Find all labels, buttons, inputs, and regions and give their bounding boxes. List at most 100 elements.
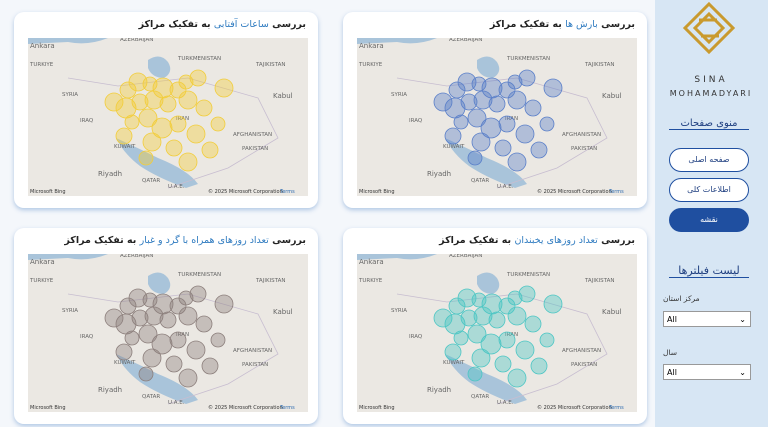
bubble [119, 297, 137, 315]
bubble [131, 93, 149, 111]
map: Ankara TURKIYE AZERBAIJAN TURKMENISTAN TAJIK… [28, 254, 308, 412]
border [67, 293, 279, 405]
dropdown[interactable]: All ⌄ [663, 364, 751, 380]
bubble [467, 150, 483, 166]
bubble [444, 127, 462, 145]
bubble [189, 69, 207, 87]
map-label: SYRIA [62, 308, 78, 314]
map-terms[interactable]: Terms [608, 189, 624, 195]
bubble [453, 330, 469, 346]
chevron: ⌄ [739, 368, 746, 377]
bubble [467, 108, 487, 128]
map-terms[interactable]: Terms [608, 405, 624, 411]
bubble [178, 290, 194, 306]
bubble [159, 311, 177, 329]
bubble [142, 348, 162, 368]
bubble [471, 292, 487, 308]
map-label: AZERBAIJAN [120, 254, 153, 259]
bubble [507, 152, 527, 172]
map-label: U.A.E. [497, 400, 514, 406]
title-suffix: به تفکیک مراکز [439, 235, 512, 246]
map-label: TURKMENISTAN [177, 272, 221, 278]
bubble [178, 74, 194, 90]
bubble [507, 290, 523, 306]
panel-title: بررسی بارش ها به تفکیک مراکز [490, 19, 635, 30]
map-label: AFGHANISTAN [562, 132, 601, 138]
bubble [142, 292, 158, 308]
map-label: IRAN [505, 332, 518, 338]
map: Ankara TURKIYE AZERBAIJAN TURKMENISTAN TAJIK… [357, 38, 637, 196]
map-label: AFGHANISTAN [562, 348, 601, 354]
bubble [471, 348, 491, 368]
bubble [144, 306, 164, 326]
dropdown-value: All [667, 368, 677, 377]
bubble [518, 285, 536, 303]
map-label: U.A.E. [497, 184, 514, 190]
dropdown[interactable]: All ⌄ [663, 311, 751, 327]
map-label: IRAN [505, 116, 518, 122]
map-label: Ankara [30, 258, 55, 266]
map: Ankara TURKIYE AZERBAIJAN TURKMENISTAN TAJIK… [357, 254, 637, 412]
map-label: Riyadh [98, 386, 122, 394]
menu-button[interactable]: صفحه اصلی [669, 148, 749, 172]
map-label: TAJIKISTAN [255, 62, 285, 68]
menu-button[interactable]: اطلاعات کلی [669, 178, 749, 202]
filter-label: مرکز استان [663, 294, 700, 303]
logo-text: SINA [694, 75, 727, 85]
menu-title: منوی صفحات [669, 118, 749, 130]
map-label: PAKISTAN [571, 362, 597, 368]
map-label: TURKIYE [29, 278, 54, 284]
bubble [115, 343, 133, 361]
map-label: SYRIA [62, 92, 78, 98]
bubble [471, 132, 491, 152]
sidebar: SINA MOHAMADYARI منوی صفحات صفحه اصلی اط… [655, 0, 768, 427]
bubble [151, 333, 173, 355]
logo-text: MOHAMADYARI [670, 89, 752, 98]
bubble [507, 90, 527, 110]
bubble [104, 308, 124, 328]
bubble [169, 297, 187, 315]
menu-button[interactable]: نقشه [669, 208, 749, 232]
map-label: TAJIKISTAN [584, 278, 614, 284]
title-highlight: بارش ها [565, 19, 598, 30]
panel-title: بررسی تعداد روزهای همراه با گرد و غبار ب… [64, 235, 306, 246]
chevron: ⌄ [739, 315, 746, 324]
caspian [477, 272, 500, 294]
map-label: QATAR [142, 178, 160, 184]
map-label: Ankara [30, 42, 55, 50]
bubble [539, 332, 555, 348]
bubble [151, 117, 173, 139]
map-label: KUWAIT [114, 144, 136, 150]
map-label: PAKISTAN [242, 146, 268, 152]
bubble [142, 132, 162, 152]
map-label: Kabul [273, 92, 293, 100]
map-label: Kabul [602, 92, 622, 100]
map-terms[interactable]: Terms [279, 189, 295, 195]
bubble [473, 306, 493, 326]
map-label: PAKISTAN [242, 362, 268, 368]
title-highlight: تعداد روزهای همراه با گرد و غبار [139, 235, 269, 246]
bubble [178, 152, 198, 172]
map-label: AFGHANISTAN [233, 348, 272, 354]
filters-title: لیست فیلترها [669, 264, 749, 278]
bubble [178, 368, 198, 388]
map-copyright: © 2025 Microsoft Corporation [208, 188, 283, 195]
bubble [201, 357, 219, 375]
map-label: AZERBAIJAN [449, 254, 482, 259]
map-label: PAKISTAN [571, 146, 597, 152]
title-prefix: بررسی [272, 19, 306, 30]
bubble [488, 311, 506, 329]
map-label: KUWAIT [443, 144, 465, 150]
bubble [433, 308, 453, 328]
map-copyright: © 2025 Microsoft Corporation [537, 404, 612, 411]
bubble [444, 343, 462, 361]
bubble [195, 99, 213, 117]
bubble [488, 95, 506, 113]
bubble [494, 355, 512, 373]
map-terms[interactable]: Terms [279, 405, 295, 411]
bubble [119, 81, 137, 99]
map-label: Ankara [359, 42, 384, 50]
map-label: IRAQ [80, 334, 94, 340]
bubble [448, 81, 466, 99]
